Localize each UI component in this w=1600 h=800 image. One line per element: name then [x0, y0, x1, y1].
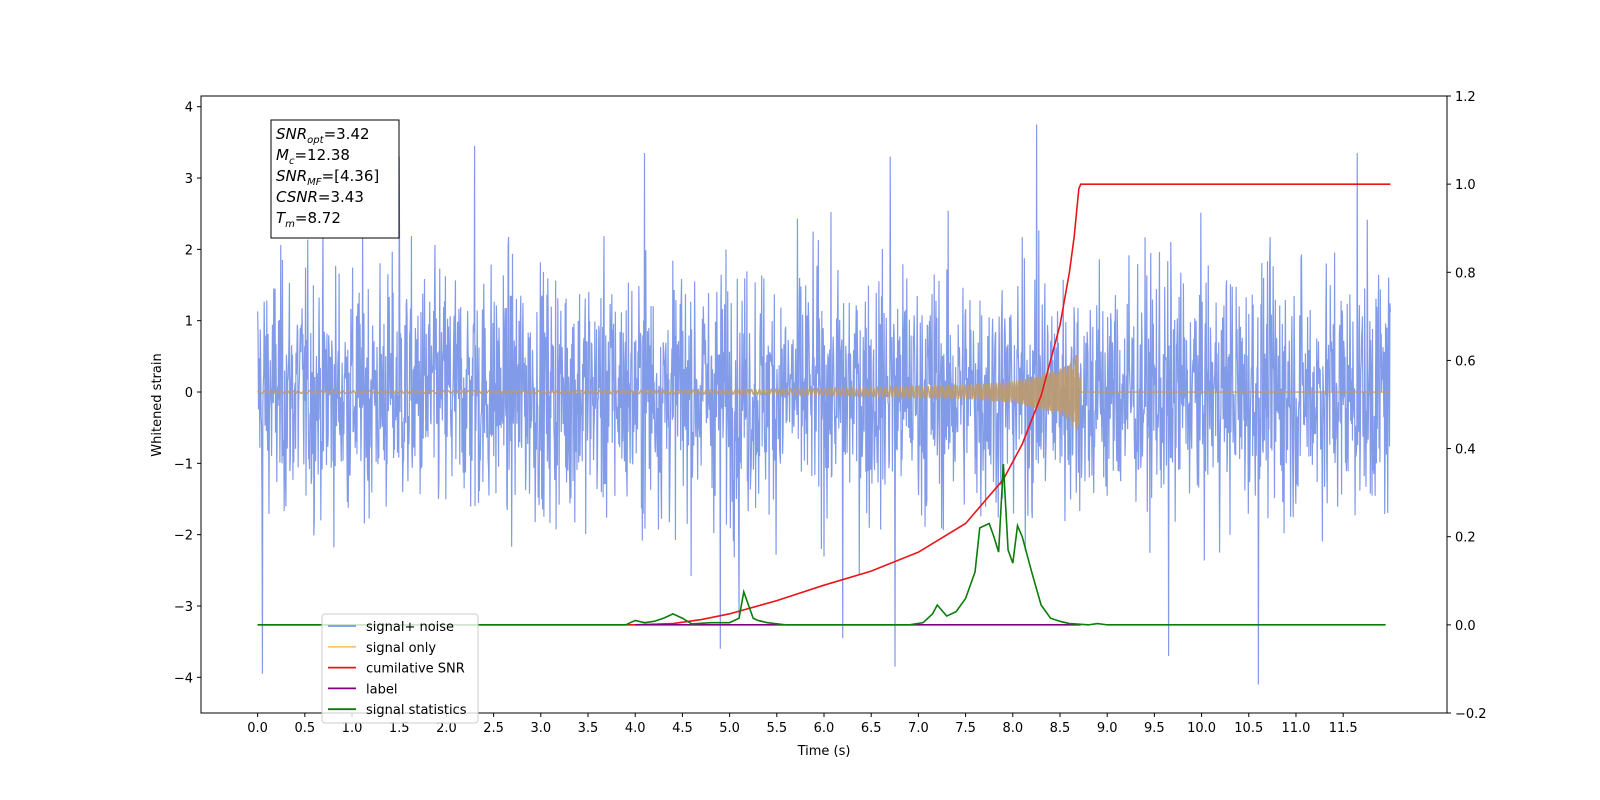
y2-axis-ticks: 1.2 1.0 0.8 0.6 0.4 0.2 0.0 −0.2 [1447, 90, 1487, 722]
cumilative-snr-line [257, 183, 1391, 626]
annotation-subscript: opt [307, 135, 324, 146]
x-tick-label: 2.5 [483, 721, 504, 736]
annotation-symbol: SNR [276, 125, 307, 143]
legend-label: signal only [366, 641, 436, 656]
legend-label: cumilative SNR [366, 662, 465, 677]
annotation-frame [270, 119, 400, 239]
annotation-lines: SNRopt=3.42Mc=12.38SNRMF=[4.36]CSNR=3.43… [276, 125, 379, 230]
annotation-value: =12.38 [294, 146, 350, 164]
y-tick-label: −2 [174, 529, 193, 544]
x-tick-label: 1.0 [342, 721, 363, 736]
annotation-value: =3.43 [318, 188, 364, 206]
x-tick-label: 0.0 [247, 721, 268, 736]
y-tick-label: −3 [174, 600, 193, 615]
y2-tick-label: 1.0 [1455, 178, 1476, 193]
x-tick-label: 1.5 [389, 721, 410, 736]
series-layer [257, 183, 1391, 626]
y-tick-label: 0 [185, 386, 193, 401]
annotation-subscript: c [289, 156, 295, 167]
x-tick-label: 4.5 [672, 721, 693, 736]
x-tick-label: 5.5 [766, 721, 787, 736]
signal-noise-series [257, 124, 1391, 685]
annotation-line: CSNR=3.43 [276, 188, 364, 206]
y-tick-label: −1 [174, 457, 193, 472]
x-tick-label: 11.5 [1329, 721, 1358, 736]
x-tick-label: 9.0 [1097, 721, 1118, 736]
x-tick-label: 5.0 [719, 721, 740, 736]
legend-label: label [366, 682, 397, 697]
plot-area [200, 95, 1448, 714]
legend: signal+ noise signal only cumilative SNR la… [321, 613, 479, 724]
signal-noise-line [257, 124, 1391, 685]
signal-statistics-line [257, 463, 1386, 626]
annotation-line: Mc=12.38 [276, 146, 350, 167]
y2-tick-label: 0.8 [1455, 266, 1476, 281]
y2-tick-label: 0.4 [1455, 443, 1476, 458]
x-tick-label: 10.0 [1187, 721, 1216, 736]
x-axis-ticks: 0.0 0.5 1.0 1.5 2.0 2.5 3.0 3.5 4.0 4.5 5.0 5.5 6.0 6… [247, 713, 1358, 736]
annotation-box: SNRopt=3.42Mc=12.38SNRMF=[4.36]CSNR=3.43… [270, 119, 400, 239]
x-tick-label: 10.5 [1234, 721, 1263, 736]
x-tick-label: 6.0 [814, 721, 835, 736]
x-tick-label: 6.5 [861, 721, 882, 736]
annotation-symbol: M [276, 146, 289, 164]
legend-frame [321, 613, 479, 724]
annotation-value: =8.72 [295, 209, 341, 227]
annotation-subscript: m [285, 219, 295, 230]
legend-label: signal statistics [366, 703, 467, 718]
x-tick-label: 7.0 [908, 721, 929, 736]
x-tick-label: 3.5 [578, 721, 599, 736]
annotation-value: =[4.36] [322, 167, 380, 185]
legend-items: signal+ noise signal only cumilative SNR la… [328, 620, 467, 718]
y2-tick-label: −0.2 [1455, 707, 1487, 722]
y-tick-label: 4 [185, 101, 193, 116]
annotation-symbol: SNR [276, 167, 307, 185]
x-tick-label: 8.0 [1002, 721, 1023, 736]
legend-label: signal+ noise [366, 620, 454, 635]
y2-tick-label: 1.2 [1455, 90, 1476, 105]
y2-tick-label: 0.0 [1455, 619, 1476, 634]
y-tick-label: 2 [185, 243, 193, 258]
y-tick-label: 1 [185, 315, 193, 330]
x-tick-label: 0.5 [294, 721, 315, 736]
annotation-line: Tm=8.72 [276, 209, 341, 230]
annotation-line: SNRopt=3.42 [276, 125, 370, 146]
x-tick-label: 11.0 [1281, 721, 1310, 736]
y-tick-label: 3 [185, 172, 193, 187]
y-tick-label: −4 [174, 671, 193, 686]
annotation-subscript: MF [307, 177, 322, 188]
y-axis-label: Whitened strain [150, 353, 165, 456]
signal-only-line [257, 354, 1391, 430]
x-tick-label: 4.0 [625, 721, 646, 736]
y-axis-ticks: 4 3 2 1 0 −1 −2 −3 −4 [174, 101, 201, 686]
x-tick-label: 2.0 [436, 721, 457, 736]
y2-tick-label: 0.6 [1455, 354, 1476, 369]
y2-tick-label: 0.2 [1455, 531, 1476, 546]
x-tick-label: 3.0 [530, 721, 551, 736]
x-tick-label: 9.5 [1144, 721, 1165, 736]
annotation-value: =3.42 [324, 125, 370, 143]
annotation-symbol: T [276, 209, 287, 227]
annotation-line: SNRMF=[4.36] [276, 167, 379, 188]
x-tick-label: 8.5 [1050, 721, 1071, 736]
x-axis-label: Time (s) [797, 744, 851, 759]
x-tick-label: 7.5 [955, 721, 976, 736]
annotation-symbol: CSNR [276, 188, 318, 206]
